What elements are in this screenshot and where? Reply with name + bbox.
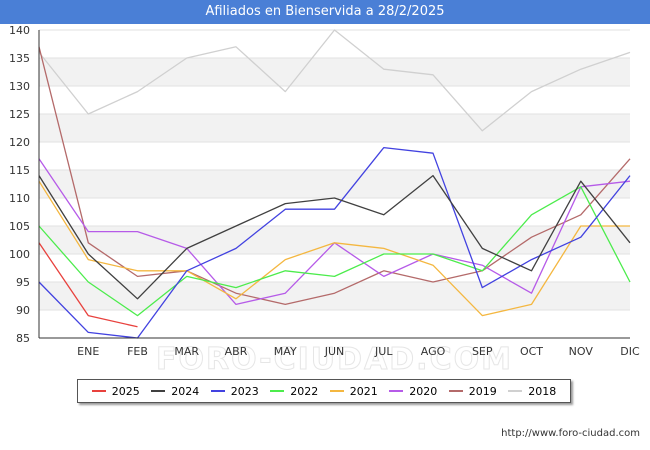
- legend-label: 2022: [290, 384, 319, 398]
- y-tick-label: 120: [9, 136, 30, 149]
- legend-item-2024: 2024: [151, 385, 199, 398]
- y-tick-label: 125: [9, 108, 30, 121]
- series-line-2022: [38, 186, 631, 317]
- legend-swatch: [210, 390, 225, 392]
- x-tick-label: MAY: [274, 345, 297, 358]
- legend-swatch: [448, 390, 463, 392]
- legend-label: 2023: [230, 384, 259, 398]
- legend-label: 2020: [409, 384, 438, 398]
- legend-swatch: [329, 390, 344, 392]
- source-url: http://www.foro-ciudad.com: [501, 428, 640, 439]
- legend-label: 2025: [111, 384, 140, 398]
- plot-background: [39, 29, 630, 339]
- watermark-text: FORO-CIUDAD.COM: [156, 342, 513, 377]
- y-tick-label: 140: [9, 24, 30, 37]
- legend-label: 2021: [349, 384, 378, 398]
- legend-swatch: [389, 390, 404, 392]
- legend-swatch: [91, 390, 106, 392]
- axes: [38, 30, 630, 339]
- series-line-2021: [38, 180, 630, 317]
- series-line-2019: [38, 46, 631, 306]
- x-tick-label: MAR: [174, 345, 199, 358]
- series-lines: [38, 29, 631, 339]
- x-tick-label: FEB: [127, 345, 148, 358]
- y-tick-label: 85: [16, 332, 30, 345]
- legend-item-2019: 2019: [448, 384, 497, 398]
- watermark-layer: FORO-CIUDAD.COM: [156, 342, 513, 378]
- x-tick-label: SEP: [472, 345, 493, 358]
- legend-swatch: [508, 390, 523, 392]
- y-tick-label: 90: [16, 304, 30, 317]
- y-tick-label: 110: [9, 192, 30, 205]
- x-axis-ticks: ENE FEB MAR ABR MAY JUN JUL AGO SEP OCT NOV DIC: [77, 345, 640, 358]
- legend-label: 2024: [171, 384, 200, 398]
- legend-item-2023: 2023: [210, 384, 259, 398]
- x-tick-label: ENE: [77, 345, 99, 358]
- series-line-2025: [38, 242, 138, 328]
- legend-item-2020: 2020: [389, 385, 437, 398]
- y-axis-ticks: 85 90 95 100 105 110 115 120 125 130 135 140: [9, 24, 30, 345]
- x-tick-label: ABR: [225, 345, 248, 358]
- y-tick-label: 135: [9, 52, 30, 65]
- legend-item-2022: 2022: [270, 385, 318, 398]
- x-tick-label: OCT: [520, 345, 543, 358]
- x-tick-label: JUN: [324, 345, 345, 358]
- legend-swatch: [151, 390, 166, 392]
- y-tick-label: 130: [9, 80, 30, 93]
- y-tick-label: 105: [9, 220, 30, 233]
- legend-swatch: [270, 390, 285, 392]
- legend-item-2021: 2021: [329, 384, 378, 398]
- legend-label: 2019: [468, 384, 497, 398]
- legend-item-2018: 2018: [508, 385, 556, 398]
- legend-item-2025: 2025: [91, 384, 140, 398]
- x-tick-label: NOV: [569, 345, 594, 358]
- x-tick-label: JUL: [374, 345, 393, 358]
- legend: 2025 2024 2023 2022 2021 2020 2019 2018: [77, 379, 571, 403]
- x-tick-label: AGO: [421, 345, 446, 358]
- legend-label: 2018: [528, 384, 557, 398]
- x-tick-label: DIC: [620, 345, 640, 358]
- chart-title: Afiliados en Bienservida a 28/2/2025: [0, 0, 650, 24]
- y-tick-label: 115: [9, 164, 30, 177]
- y-tick-label: 100: [9, 248, 30, 261]
- series-line-2018: [38, 29, 631, 132]
- y-tick-label: 95: [16, 276, 30, 289]
- series-line-2024: [38, 174, 631, 300]
